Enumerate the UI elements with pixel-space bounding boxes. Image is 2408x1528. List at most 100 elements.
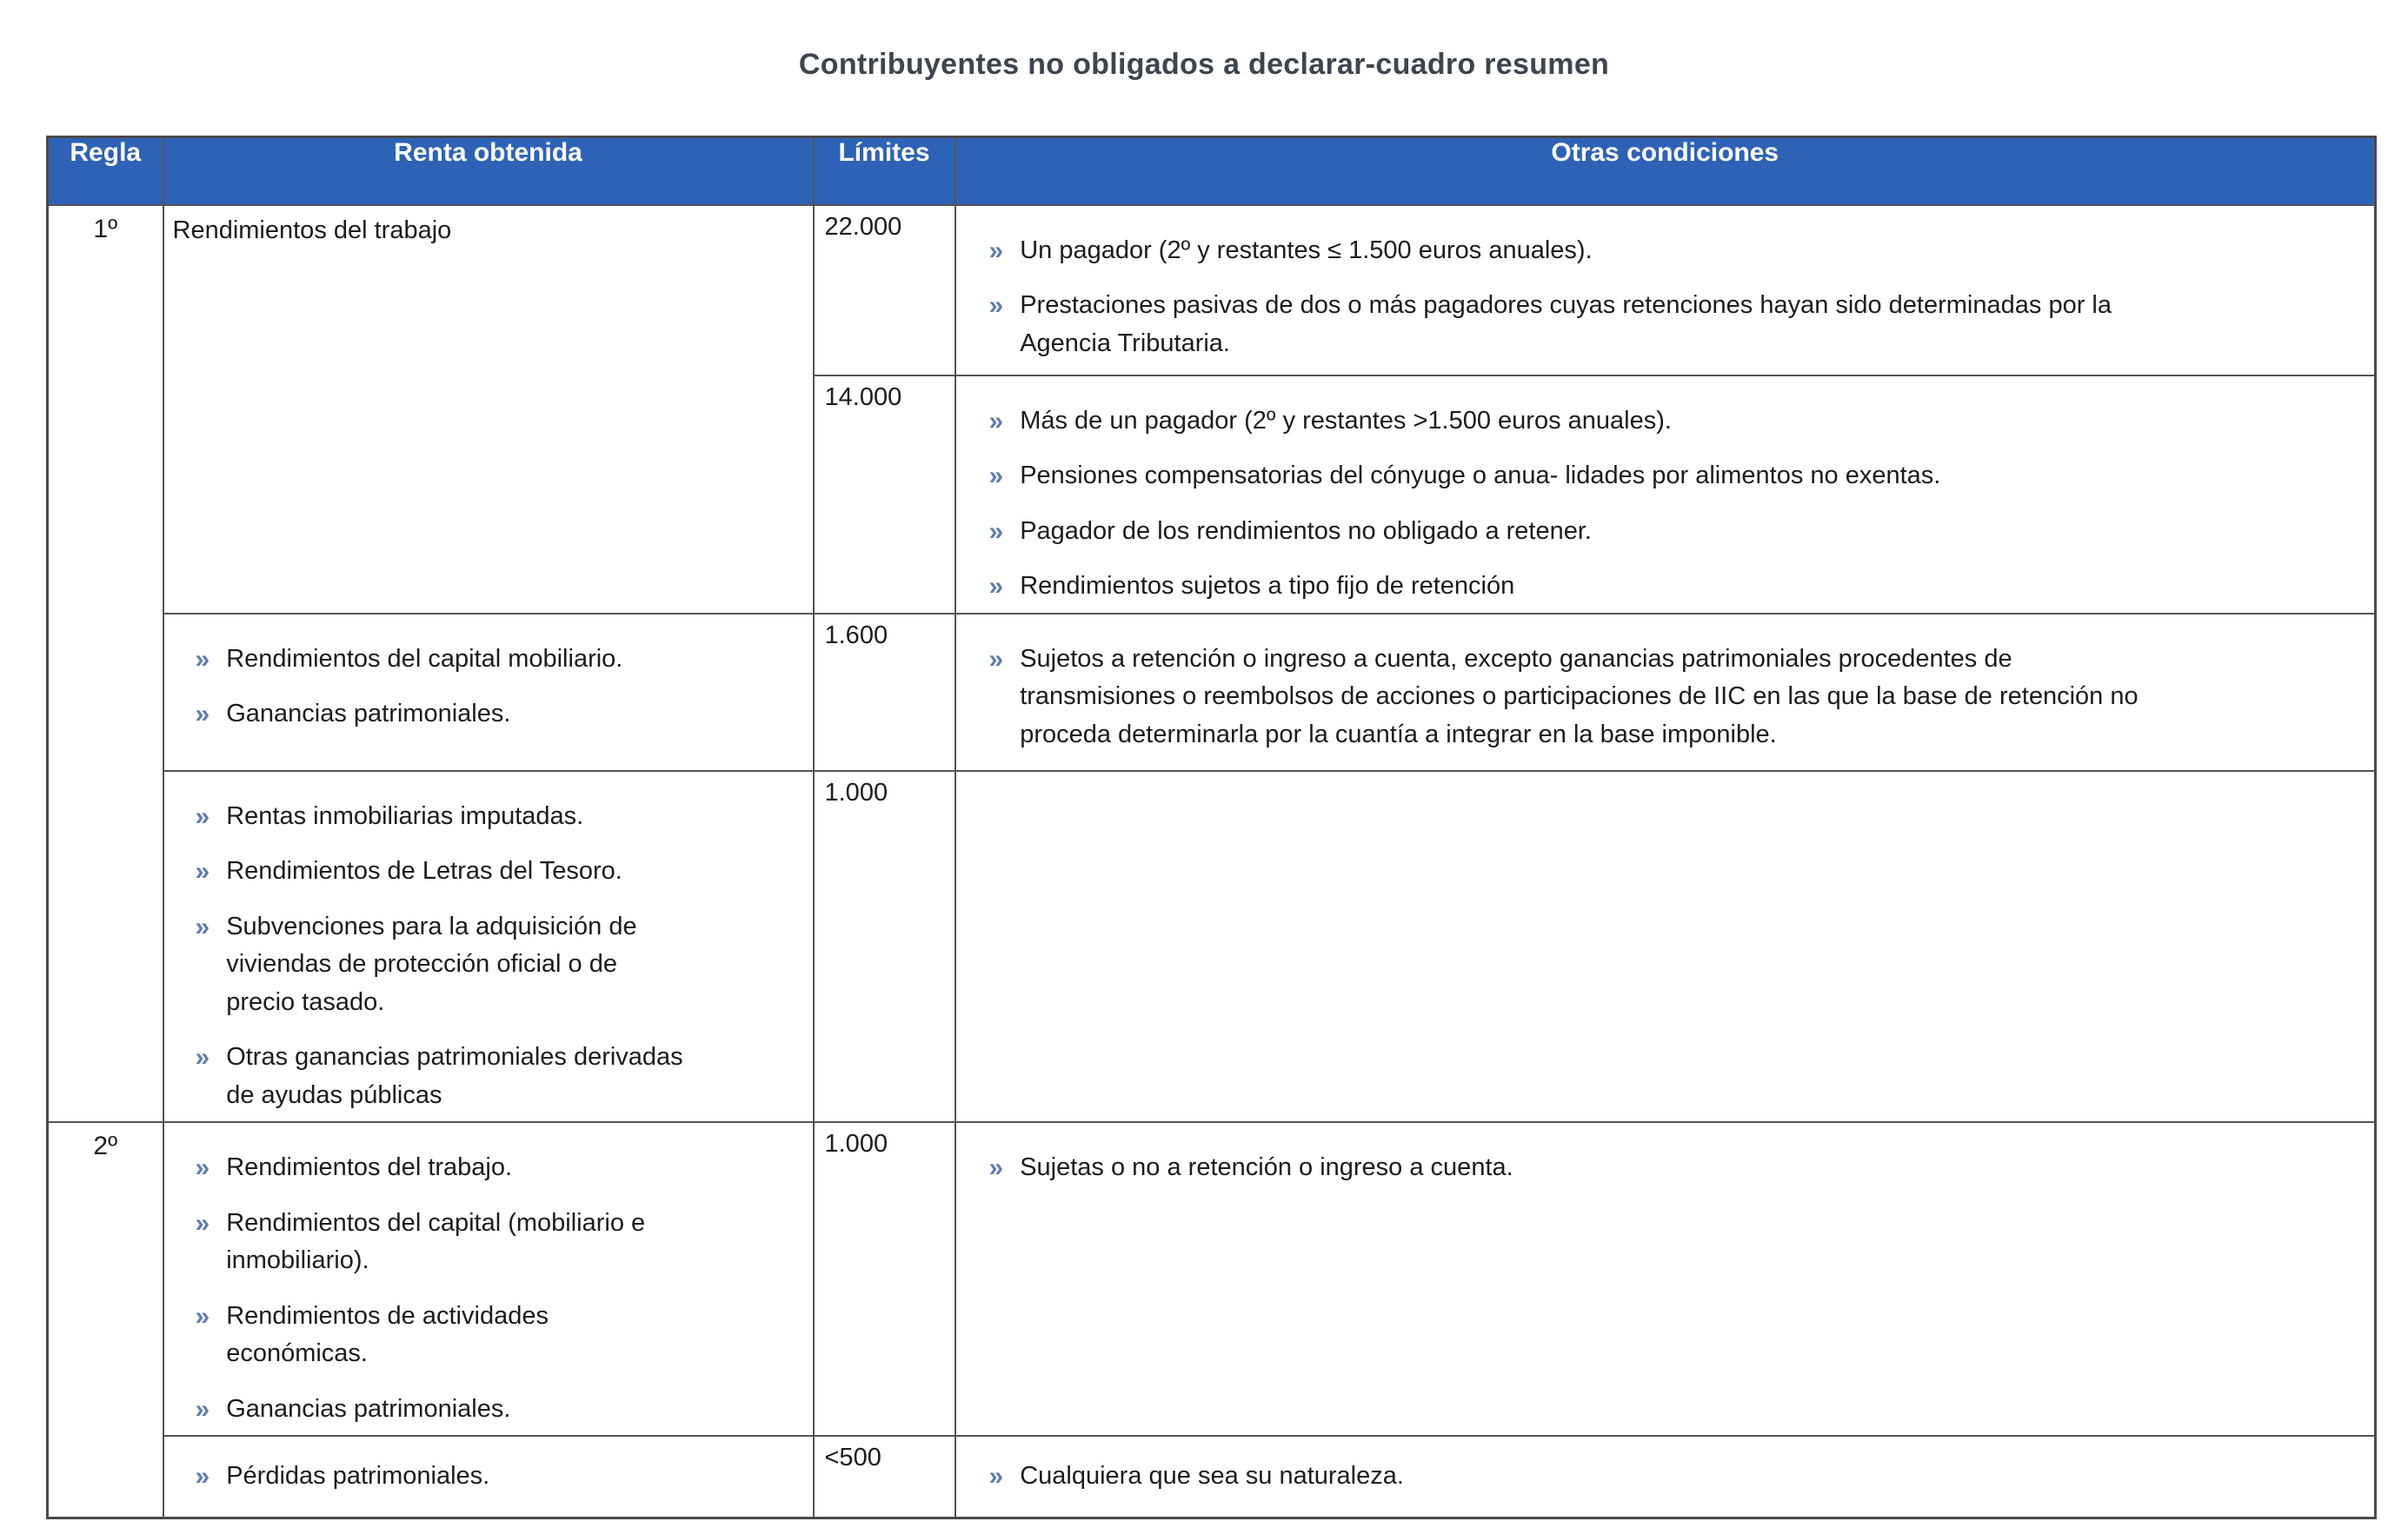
list-item-text: Subvenciones para la adquisición de vivi… [226,912,637,1016]
list-item-text: Rendimientos de Letras del Tesoro. [226,857,622,885]
list-item: » Ganancias patrimoniales. [196,1391,795,1429]
cell-otras-r1: » Un pagador (2º y restantes ≤ 1.500 euro… [954,203,2377,376]
list-item: » Rendimientos de actividades económicas. [196,1298,795,1373]
chevron-bullet-icon: » [195,1208,210,1238]
cell-regla-2: 2º [46,1121,164,1518]
list-item: » Rendimientos de Letras del Tesoro. [196,853,795,891]
chevron-bullet-icon: » [195,700,210,728]
bullet-list: » Sujetas o no a retención o ingreso a cu… [956,1123,2375,1194]
list-item: » Rendimientos del capital (mobiliario e … [196,1205,795,1280]
chevron-bullet-icon: » [195,1153,210,1182]
list-item-text: Otras ganancias patrimoniales derivadas … [226,1043,683,1109]
list-item-text: Rendimientos del capital mobiliario. [226,644,623,673]
header-otras-condiciones: Otras condiciones [954,136,2377,206]
cell-limite-1000-r5: 1.000 [812,1121,956,1437]
list-item-text: Un pagador (2º y restantes ≤ 1.500 euros… [1020,236,1593,264]
table-row-4: » Rentas inmobiliarias imputadas. » Rendim… [48,769,2377,1123]
chevron-bullet-icon: » [988,572,1004,601]
cell-limite-14000: 14.000 [812,374,956,615]
table-row-6: » Pérdidas patrimoniales. <500 » Cualquier… [48,1435,2377,1518]
list-item-text: Ganancias patrimoniales. [226,700,511,727]
list-item-text: Rendimientos del trabajo. [226,1153,513,1181]
list-item: » Otras ganancias patrimoniales derivadas… [196,1039,795,1114]
table-row-1: 1º Rendimientos del trabajo 22.000 » Un p… [46,203,2377,1123]
list-item: » Rendimientos del capital mobiliario. [196,641,795,679]
chevron-bullet-icon: » [988,291,1004,320]
cell-renta-r3: » Rendimientos del capital mobiliario. » G… [162,612,815,772]
bullet-list: » Sujetos a retención o ingreso a cuenta,… [956,615,2375,761]
chevron-bullet-icon: » [988,406,1004,435]
bullet-list: » Rendimientos del trabajo. » Rendimientos… [164,1123,813,1435]
chevron-bullet-icon: » [988,644,1004,674]
cell-renta-r4: » Rentas inmobiliarias imputadas. » Rendim… [162,769,815,1123]
table-row-3: » Rendimientos del capital mobiliario. » G… [48,612,2377,772]
list-item-text: Rendimientos de actividades económicas. [226,1301,549,1368]
cell-renta-trabajo: Rendimientos del trabajo [162,203,815,615]
list-item: » Más de un pagador (2º y restantes >1.50… [989,402,2358,441]
list-item-text: Rendimientos del capital (mobiliario e i… [226,1208,646,1275]
cell-limite-1000-r4: 1.000 [812,769,956,1123]
cell-otras-r6: » Cualquiera que sea su naturaleza. [954,1435,2377,1518]
bullet-list: » Más de un pagador (2º y restantes >1.50… [956,376,2375,613]
chevron-bullet-icon: » [988,1153,1004,1182]
list-item: » Pensiones compensatorias del cónyuge o … [989,457,2358,495]
cell-limite-22000: 22.000 [812,203,956,376]
list-item: » Pagador de los rendimientos no obligado… [989,513,2358,551]
list-item-text: Más de un pagador (2º y restantes >1.500… [1020,406,1672,435]
bullet-list: » Rentas inmobiliarias imputadas. » Rendim… [164,772,813,1122]
chevron-bullet-icon: » [988,462,1004,490]
cell-renta-r6: » Pérdidas patrimoniales. [162,1435,815,1518]
list-item: » Prestaciones pasivas de dos o más pagad… [989,287,2358,362]
chevron-bullet-icon: » [195,1462,210,1491]
chevron-bullet-icon: » [195,801,210,831]
list-item: » Rentas inmobiliarias imputadas. [196,798,795,836]
list-item-text: Sujetos a retención o ingreso a cuenta, … [1020,644,2139,748]
list-item: » Rendimientos del trabajo. [196,1149,795,1187]
chevron-bullet-icon: » [195,1043,210,1072]
header-regla: Regla [46,136,164,206]
summary-table: Regla Renta obtenida Límites Otras condi… [46,136,2377,1519]
table-row-5: 2º » Rendimientos del trabajo. » Rendimien… [46,1121,2377,1518]
list-item-text: Sujetas o no a retención o ingreso a cue… [1020,1153,1513,1181]
list-item: » Sujetas o no a retención o ingreso a cu… [989,1149,2358,1187]
list-item-text: Rendimientos sujetos a tipo fijo de rete… [1020,572,1515,600]
list-item: » Pérdidas patrimoniales. [196,1458,795,1496]
cell-otras-r4-empty [954,769,2377,1123]
list-item-text: Prestaciones pasivas de dos o más pagado… [1020,291,2112,357]
list-item-text: Cualquiera que sea su naturaleza. [1020,1462,1404,1490]
list-item-text: Pérdidas patrimoniales. [226,1462,490,1490]
chevron-bullet-icon: » [195,644,210,674]
list-item: » Rendimientos sujetos a tipo fijo de ret… [989,568,2358,606]
list-item-text: Rentas inmobiliarias imputadas. [226,801,584,830]
bullet-list: » Rendimientos del capital mobiliario. » G… [164,615,813,741]
bullet-list: » Cualquiera que sea su naturaleza. [956,1437,2375,1503]
chevron-bullet-icon: » [988,1462,1004,1491]
cell-otras-r2: » Más de un pagador (2º y restantes >1.50… [954,374,2377,615]
chevron-bullet-icon: » [988,516,1004,546]
list-item: » Cualquiera que sea su naturaleza. [989,1458,2358,1496]
chevron-bullet-icon: » [988,236,1004,265]
cell-renta-r5: » Rendimientos del trabajo. » Rendimientos… [162,1121,815,1437]
cell-limite-1600: 1.600 [812,612,956,772]
cell-otras-r5: » Sujetas o no a retención o ingreso a cu… [954,1121,2377,1437]
table-row-2: 14.000 » Más de un pagador (2º y restante… [48,374,2377,615]
bullet-list: » Un pagador (2º y restantes ≤ 1.500 euro… [956,206,2375,370]
cell-otras-r3: » Sujetos a retención o ingreso a cuenta,… [954,612,2377,772]
page-title: Contribuyentes no obligados a declarar-c… [798,48,1610,81]
chevron-bullet-icon: » [195,1301,210,1331]
chevron-bullet-icon: » [195,857,210,886]
chevron-bullet-icon: » [195,912,210,941]
list-item-text: Ganancias patrimoniales. [226,1394,511,1423]
list-item: » Sujetos a retención o ingreso a cuenta,… [989,641,2358,754]
list-item: » Subvenciones para la adquisición de viv… [196,908,795,1022]
list-item-text: Pagador de los rendimientos no obligado … [1020,516,1592,545]
header-row: Regla Renta obtenida Límites Otras condi… [46,136,2377,206]
bullet-list: » Pérdidas patrimoniales. [164,1437,813,1503]
chevron-bullet-icon: » [195,1394,210,1424]
list-item: » Un pagador (2º y restantes ≤ 1.500 euro… [989,232,2358,270]
cell-limite-500: <500 [812,1435,956,1518]
header-limites: Límites [812,136,956,206]
list-item-text: Pensiones compensatorias del cónyuge o a… [1020,462,1941,489]
list-item: » Ganancias patrimoniales. [196,695,795,734]
header-renta-obtenida: Renta obtenida [162,136,815,206]
